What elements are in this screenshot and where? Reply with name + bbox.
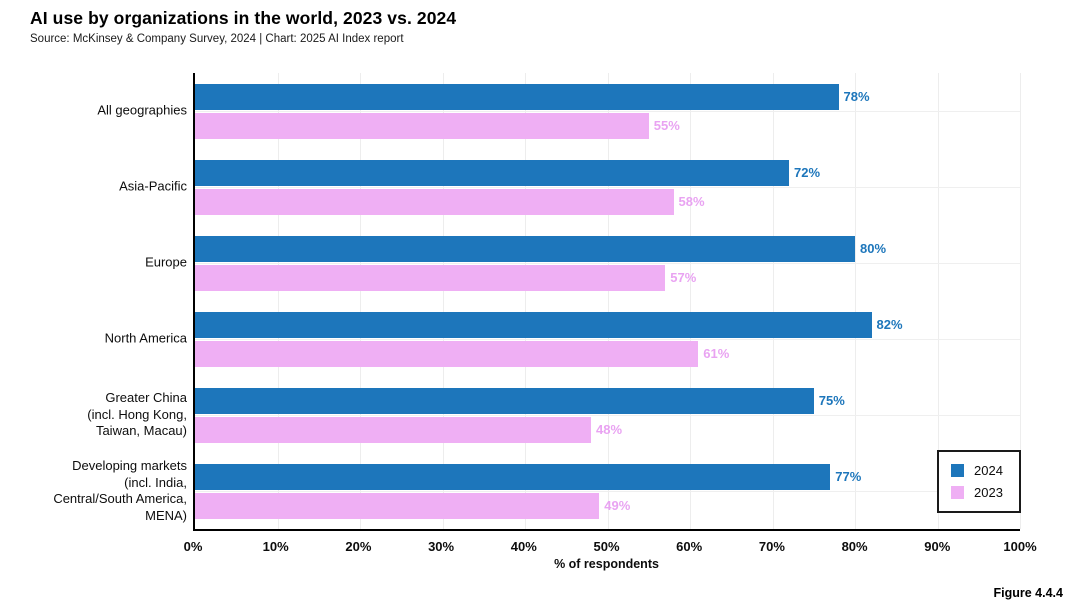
bar-row-2023: 57%	[195, 264, 1020, 291]
bar-row-2024: 75%	[195, 387, 1020, 414]
bar-row-2023: 55%	[195, 112, 1020, 139]
bar-chart-plot-area: All geographies 78% 55% Asia-Pacific 72%…	[53, 73, 1021, 531]
legend-item-2024: 2024	[951, 463, 1019, 478]
vertical-gridline	[442, 73, 444, 529]
category-gridline	[195, 111, 1020, 112]
legend-swatch-2024	[951, 464, 964, 477]
vertical-gridline	[525, 73, 526, 529]
bar-row-2023: 49%	[195, 492, 1020, 519]
category-gridline	[195, 339, 1020, 340]
bar-value-2023: 61%	[703, 346, 730, 361]
category-row: All geographies 78% 55%	[97, 73, 1020, 149]
bar-row-2024: 78%	[195, 83, 1020, 110]
legend-item-2023: 2023	[951, 485, 1019, 500]
category-gridline	[195, 415, 1020, 416]
bar-value-2023: 55%	[653, 118, 680, 133]
x-tick-label: 60%	[676, 539, 703, 554]
bar-row-2023: 48%	[195, 416, 1020, 443]
category-row: Europe 80% 57%	[145, 225, 1020, 301]
category-label: North America	[104, 330, 187, 346]
legend-label-2024: 2024	[974, 463, 1003, 478]
category-gridline	[195, 187, 1020, 188]
bar-value-2023: 57%	[670, 270, 697, 285]
bar-2023	[195, 416, 591, 443]
bar-value-2024: 78%	[843, 89, 870, 104]
bar-value-2023: 48%	[596, 422, 623, 437]
category-label: Asia-Pacific	[119, 178, 187, 194]
x-tick-label: 100%	[1003, 539, 1037, 554]
figure-number: Figure 4.4.4	[993, 586, 1063, 600]
bar-2024	[195, 159, 789, 186]
bar-2023	[195, 492, 600, 519]
bar-2024	[195, 387, 814, 414]
bar-2023	[195, 188, 674, 215]
vertical-gridline	[1020, 73, 1021, 529]
category-row: Asia-Pacific 72% 58%	[119, 149, 1020, 225]
vertical-gridline	[772, 73, 774, 529]
bar-2024	[195, 311, 872, 338]
bar-2023	[195, 112, 649, 139]
vertical-gridline	[937, 73, 939, 529]
x-tick-label: 30%	[428, 539, 455, 554]
x-tick-label: 0%	[183, 539, 203, 554]
bar-value-2024: 75%	[818, 393, 845, 408]
bar-2024	[195, 83, 839, 110]
x-tick-label: 50%	[593, 539, 620, 554]
bar-row-2024: 72%	[195, 159, 1020, 186]
x-tick-label: 70%	[758, 539, 785, 554]
bar-row-2024: 77%	[195, 463, 1020, 490]
bar-row-2023: 58%	[195, 188, 1020, 215]
x-axis-ticks: 0% 10% 20% 30% 40% 50% 60% 70% 80% 90% 100%	[184, 539, 1037, 555]
x-tick-label: 10%	[262, 539, 289, 554]
category-gridline	[195, 263, 1020, 264]
category-rows: All geographies 78% 55% Asia-Pacific 72%…	[53, 73, 1020, 529]
bar-2024	[195, 463, 831, 490]
bar-row-2023: 61%	[195, 340, 1020, 367]
category-row: Greater China (incl. Hong Kong, Taiwan, …	[87, 377, 1020, 453]
category-gridline	[195, 491, 1020, 492]
category-label: Developing markets (incl. India, Central…	[53, 457, 187, 523]
category-label: All geographies	[97, 102, 187, 118]
bar-value-2023: 58%	[678, 194, 705, 209]
bar-value-2024: 77%	[835, 469, 862, 484]
legend-swatch-2023	[951, 486, 964, 499]
category-row: North America 82% 61%	[105, 301, 1020, 377]
vertical-gridline	[277, 73, 279, 529]
legend: 2024 2023	[937, 450, 1021, 513]
x-tick-label: 20%	[345, 539, 372, 554]
legend-label-2023: 2023	[974, 485, 1003, 500]
chart-source: Source: McKinsey & Company Survey, 2024 …	[30, 33, 404, 45]
vertical-gridline	[607, 73, 609, 529]
category-row: Developing markets (incl. India, Central…	[53, 453, 1020, 529]
x-tick-label: 40%	[510, 539, 537, 554]
chart-title: AI use by organizations in the world, 20…	[30, 8, 457, 28]
bar-value-2024: 82%	[876, 317, 903, 332]
category-label: Greater China (incl. Hong Kong, Taiwan, …	[87, 390, 187, 439]
bar-value-2024: 72%	[794, 165, 821, 180]
bar-row-2024: 80%	[195, 235, 1020, 262]
bar-value-2023: 49%	[604, 498, 631, 513]
bar-2024	[195, 235, 855, 262]
bar-value-2024: 80%	[860, 241, 887, 256]
x-axis-label: % of respondents	[554, 557, 659, 571]
x-tick-label: 90%	[924, 539, 951, 554]
vertical-gridline	[855, 73, 856, 529]
category-label: Europe	[145, 254, 187, 270]
vertical-gridline	[360, 73, 361, 529]
bar-row-2024: 82%	[195, 311, 1020, 338]
vertical-gridline	[690, 73, 691, 529]
bar-2023	[195, 340, 699, 367]
bar-2023	[195, 264, 666, 291]
x-tick-label: 80%	[841, 539, 868, 554]
